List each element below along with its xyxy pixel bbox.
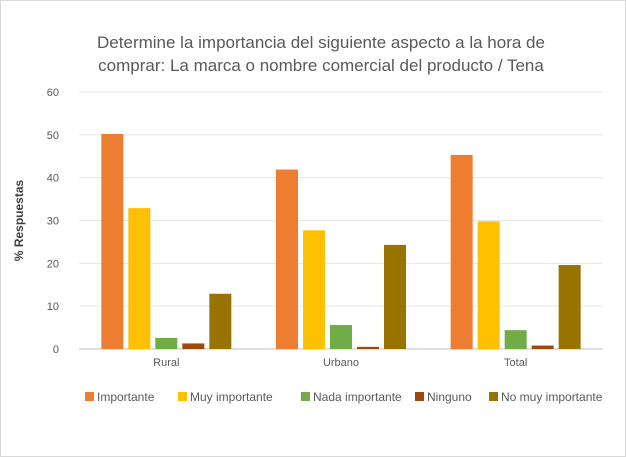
y-tick-label: 60: [47, 87, 59, 99]
bar-no-muy-importante: [384, 244, 406, 349]
bar-importante: [450, 154, 473, 349]
y-axis-title: % Respuestas: [12, 179, 26, 261]
x-category-label: Urbano: [323, 357, 359, 369]
legend-label: Nada importante: [313, 390, 402, 404]
chart-title-line-2: comprar: La marca o nombre comercial del…: [98, 56, 544, 75]
y-tick-label: 30: [47, 216, 59, 228]
bar-muy-importante: [477, 221, 500, 349]
y-tick-label: 10: [47, 301, 59, 313]
bar-ninguno: [531, 345, 554, 349]
y-tick-label: 40: [47, 173, 59, 185]
bar-nada-importante: [330, 325, 352, 349]
bar-ninguno: [182, 343, 205, 349]
legend-label: Ninguno: [427, 390, 472, 404]
legend-swatch: [85, 392, 94, 401]
legend-swatch: [178, 392, 187, 401]
bar-ninguno: [357, 346, 379, 349]
y-tick-label: 20: [47, 258, 59, 270]
legend-label: No muy importante: [501, 390, 603, 404]
legend-swatch: [489, 392, 498, 401]
chart-title: Determine la importancia del siguiente a…: [41, 31, 601, 77]
legend-swatch: [301, 392, 310, 401]
bar-muy-importante: [303, 230, 325, 349]
y-tick-label: 0: [53, 344, 59, 356]
bar-muy-importante: [128, 208, 151, 349]
bar-importante: [276, 169, 298, 349]
x-category-label: Rural: [153, 357, 179, 369]
legend-swatch: [415, 392, 424, 401]
legend-label: Muy importante: [190, 390, 273, 404]
legend-label: Importante: [97, 390, 155, 404]
bar-nada-importante: [155, 337, 178, 349]
bar-importante: [101, 133, 124, 349]
bar-no-muy-importante: [209, 293, 232, 349]
bar-nada-importante: [504, 330, 527, 349]
bar-no-muy-importante: [558, 265, 581, 349]
x-category-label: Total: [504, 357, 527, 369]
y-tick-label: 50: [47, 130, 59, 142]
chart-title-line-1: Determine la importancia del siguiente a…: [97, 33, 545, 52]
